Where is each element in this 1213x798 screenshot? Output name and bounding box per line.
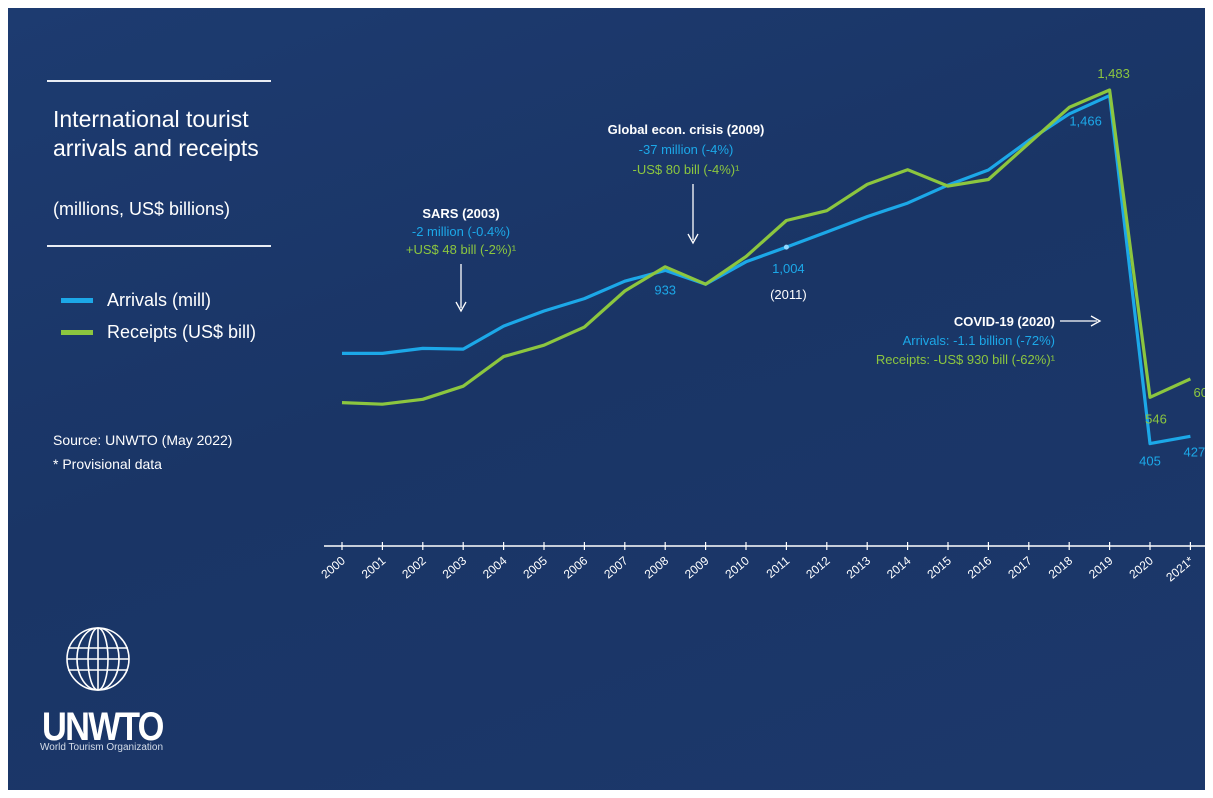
crisis-receipts: -US$ 80 bill (-4%)¹ [633,162,741,177]
x-tick-label: 2005 [520,553,550,581]
arrivals-2011-marker [783,244,789,250]
logo-subtitle: World Tourism Organization [40,742,164,753]
x-tick-label: 2020 [1126,553,1156,581]
x-tick-label: 2004 [480,553,510,581]
sars-title: SARS (2003) [422,206,499,221]
source-note: Source: UNWTO (May 2022) [53,432,233,448]
x-tick-label: 2006 [561,553,591,581]
provisional-note: * Provisional data [53,456,162,472]
data-label: 546 [1145,411,1167,426]
crisis-annotation: Global econ. crisis (2009) -37 million (… [608,122,765,245]
data-label: 1,004 [772,261,805,276]
sars-receipts: +US$ 48 bill (-2%)¹ [406,242,517,257]
data-label: 405 [1139,454,1161,469]
x-tick-label: 2009 [682,553,712,581]
legend-arrivals: Arrivals (mill) [61,289,211,311]
x-tick-label: 2015 [924,553,954,581]
legend-swatch-receipts [61,329,93,335]
crisis-arrivals: -37 million (-4%) [639,142,734,157]
sars-annotation: SARS (2003) -2 million (-0.4%) +US$ 48 b… [406,206,517,313]
x-tick-label: 2016 [965,553,995,581]
x-tick-label: 2000 [318,553,348,581]
line-chart: 2000 2001 2002 2003 2004 2005 2006 2007 2008 2009… [318,66,1205,584]
x-tick-label: 2013 [844,553,874,581]
arrivals-line [342,93,1191,446]
x-tick-label: 2017 [1005,553,1035,581]
data-label: 933 [654,282,676,297]
data-label: 1,483 [1097,66,1130,81]
data-label: 1,466 [1069,114,1102,129]
legend-swatch-arrivals [61,297,93,303]
x-tick-label: 2011 [764,553,793,581]
chart-title: International tourist arrivals and recei… [53,106,259,161]
data-label: (2011) [770,287,807,302]
covid-receipts: Receipts: -US$ 930 bill (-62%)¹ [876,352,1056,367]
data-label: 427 [1184,444,1205,459]
x-tick-label: 2002 [399,553,429,581]
x-tick-label: 2007 [601,553,631,581]
top-divider [47,80,271,82]
chart-subtitle: (millions, US$ billions) [53,199,231,219]
x-tick-label: 2010 [722,553,752,581]
x-tick-label: 2008 [642,553,672,581]
legend-receipts: Receipts (US$ bill) [61,321,256,343]
legend-label-receipts: Receipts (US$ bill) [107,321,257,342]
unwto-globe-icon [66,627,130,691]
covid-title: COVID-19 (2020) [954,314,1055,329]
x-tick-label: 2001 [359,553,389,581]
logo-wordmark: UNWTO [42,705,164,749]
data-label: 602 [1194,385,1205,400]
x-tick-label: 2003 [440,553,470,581]
covid-arrivals: Arrivals: -1.1 billion (-72%) [903,333,1055,348]
sars-arrivals: -2 million (-0.4%) [412,224,510,239]
x-tick-label: 2021* [1163,553,1196,584]
receipts-line [341,88,1192,406]
covid-annotation: COVID-19 (2020) Arrivals: -1.1 billion (… [876,314,1102,367]
bottom-divider [47,245,271,247]
infographic-slide: International tourist arrivals and recei… [8,8,1205,790]
legend-label-arrivals: Arrivals (mill) [107,289,211,310]
x-tick-label: 2014 [884,553,914,581]
crisis-title: Global econ. crisis (2009) [608,122,765,137]
x-tick-label: 2018 [1046,553,1076,581]
x-tick-label: 2012 [803,553,833,581]
x-tick-label: 2019 [1086,553,1116,581]
